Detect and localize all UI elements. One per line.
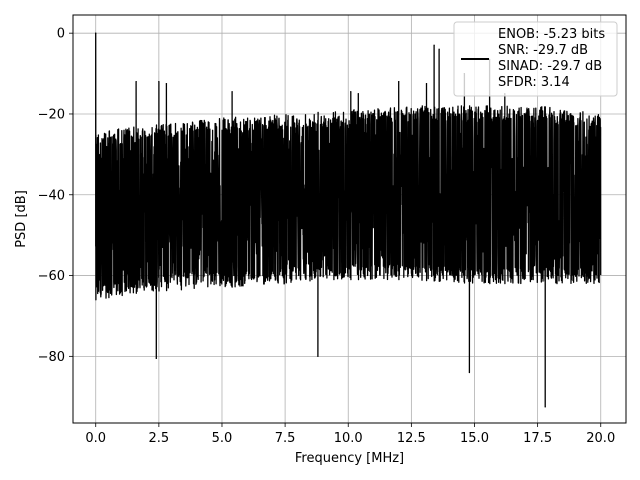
psd-peak-point <box>158 81 160 83</box>
legend: ENOB: -5.23 bits SNR: -29.7 dB SINAD: -2… <box>453 21 618 97</box>
y-tick-label: −80 <box>38 350 65 365</box>
psd-peak-point <box>438 48 440 50</box>
psd-peak-point <box>135 81 137 83</box>
y-tick-label: −40 <box>38 188 65 203</box>
x-tick-label: 10.0 <box>334 431 363 446</box>
x-tick-label: 0.0 <box>85 431 106 446</box>
psd-trough-point <box>544 406 546 408</box>
y-ticks: 0 −20 −40 −60 −80 <box>38 27 73 365</box>
psd-peak-point <box>231 91 233 93</box>
psd-peak-point <box>350 91 352 93</box>
plot-frame <box>72 14 627 424</box>
psd-peak-point <box>95 32 97 34</box>
psd-trough-point <box>468 371 471 374</box>
legend-entry-line-2: SNR: -29.7 dB <box>498 43 588 58</box>
y-tick-label: −60 <box>38 269 65 284</box>
x-tick-label: 5.0 <box>212 431 233 446</box>
x-tick-label: 7.5 <box>275 431 296 446</box>
y-tick-label: 0 <box>57 27 65 42</box>
psd-peak-point <box>425 83 428 85</box>
x-tick-label: 2.5 <box>149 431 170 446</box>
psd-peak-point <box>398 81 400 83</box>
x-tick-label: 17.5 <box>523 431 552 446</box>
legend-entry-line-3: SINAD: -29.7 dB <box>498 59 602 74</box>
legend-entry-line-1: ENOB: -5.23 bits <box>498 27 605 42</box>
psd-peak-point <box>433 44 435 46</box>
y-axis-label: PSD [dB] <box>14 190 29 248</box>
x-tick-label: 12.5 <box>397 431 426 446</box>
psd-trough-point <box>155 357 157 359</box>
x-tick-label: 15.0 <box>460 431 489 446</box>
y-tick-label: −20 <box>38 107 65 122</box>
psd-peak-point <box>165 83 168 85</box>
psd-trough-point <box>317 355 319 357</box>
x-axis-label: Frequency [MHz] <box>295 451 404 466</box>
x-tick-label: 20.0 <box>586 431 615 446</box>
psd-series-line <box>95 32 602 408</box>
legend-entry-line-4: SFDR: 3.14 <box>498 75 570 90</box>
legend-box <box>453 21 618 97</box>
x-ticks: 0.0 2.5 5.0 7.5 10.0 12.5 15.0 17.5 20.0 <box>85 423 615 446</box>
psd-peak-point <box>357 93 359 95</box>
